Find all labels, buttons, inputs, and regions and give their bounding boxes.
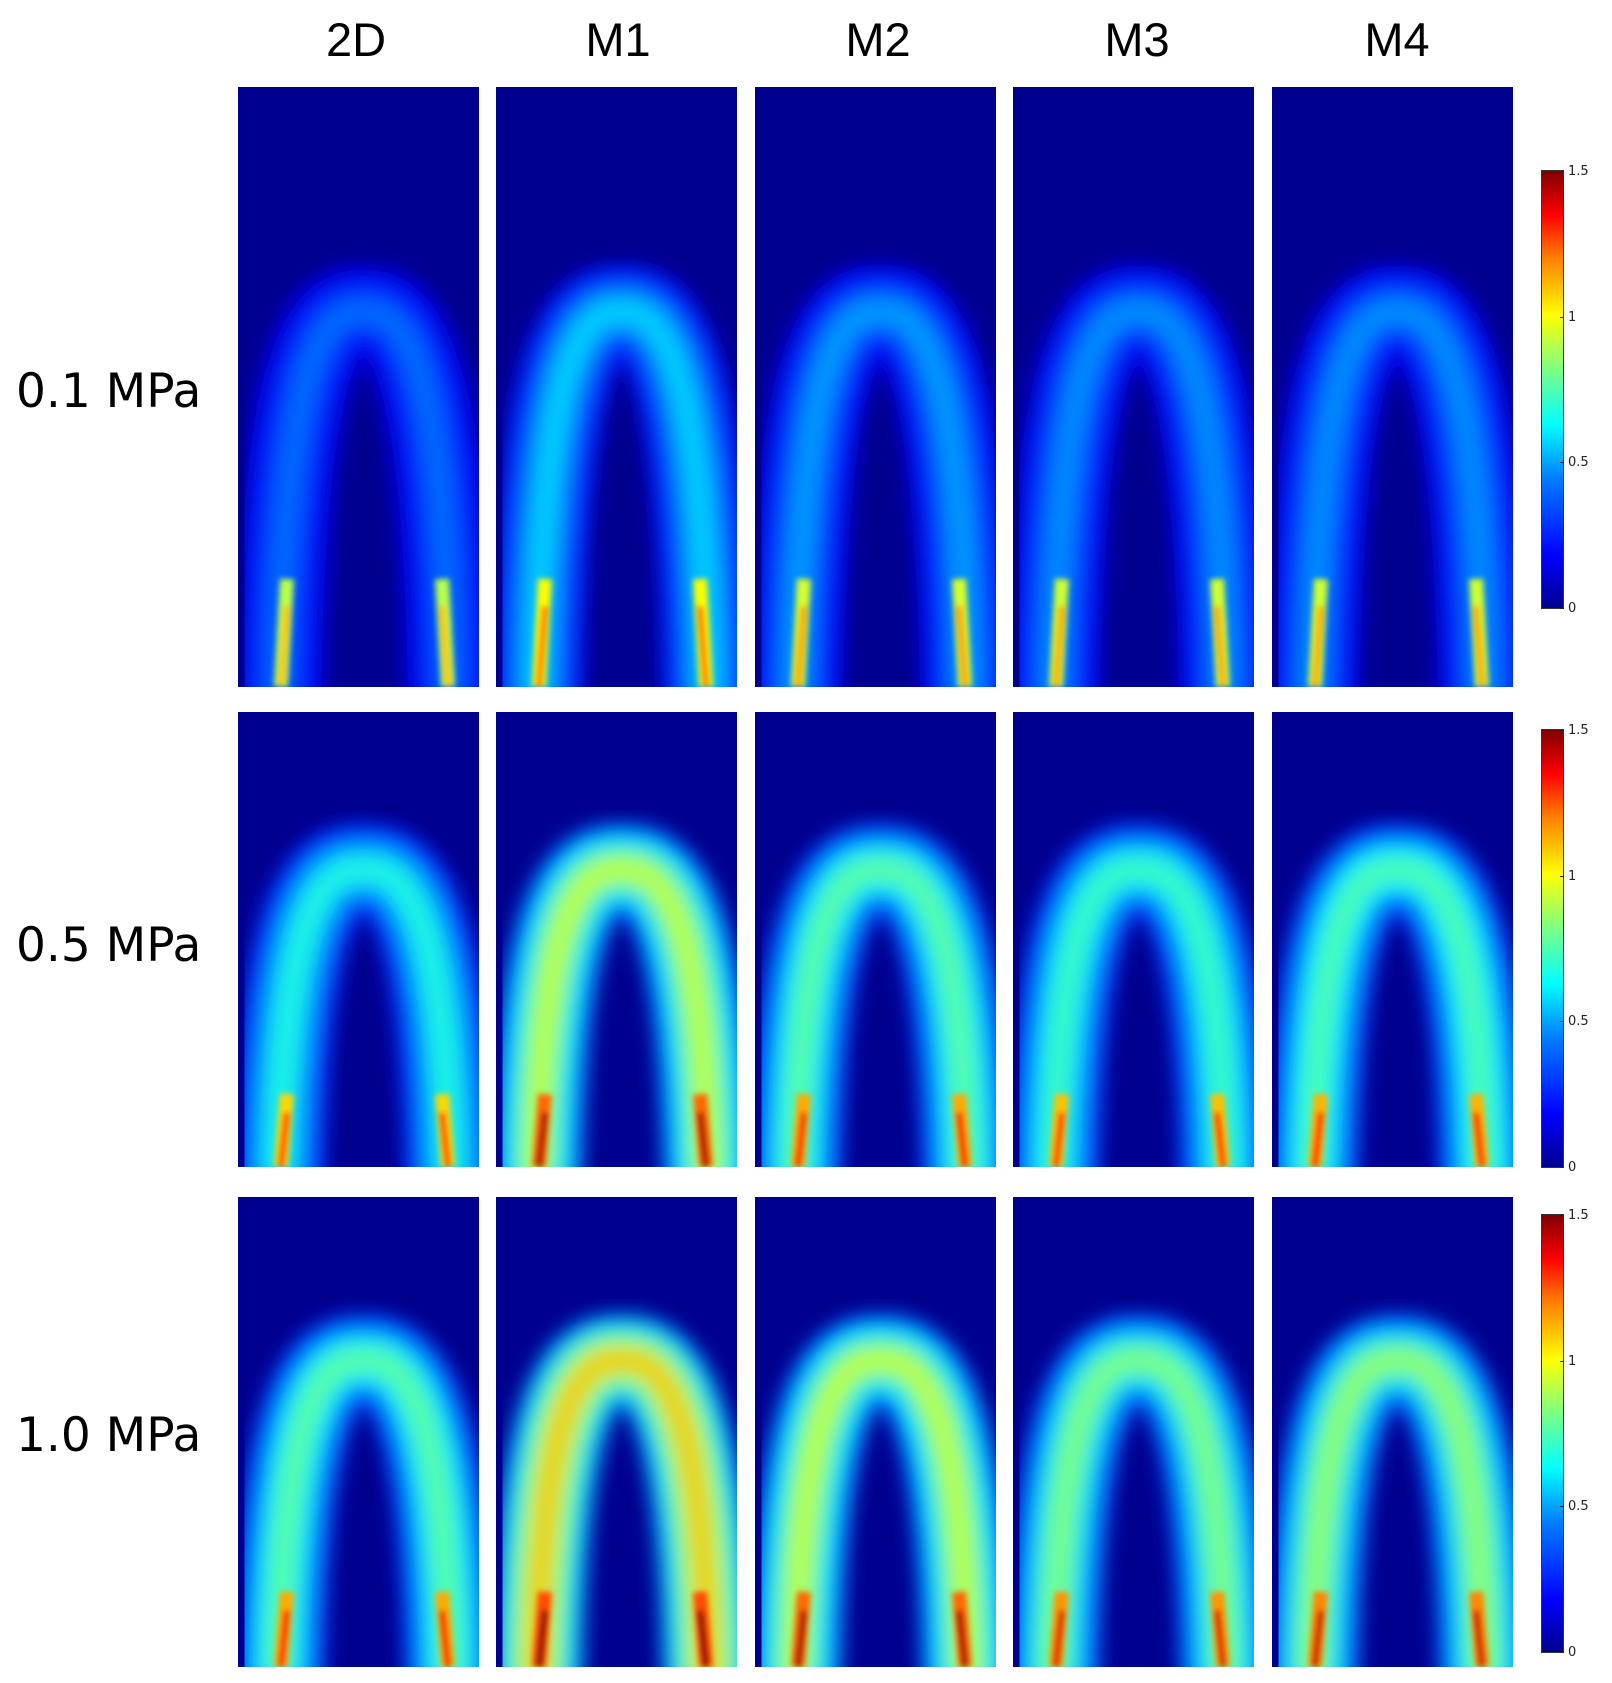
spray-panel-2d-row-2	[238, 712, 479, 1167]
column-header-2d: 2D	[325, 13, 387, 66]
colorbar-row-3	[1541, 1214, 1564, 1653]
spray-panel-m1-row-3	[496, 1197, 737, 1667]
spray-panel-2d-row-1	[238, 87, 479, 687]
colorbar-tick-mark	[1560, 875, 1564, 877]
colorbar-tick-label: 1.5	[1568, 1208, 1589, 1223]
colorbar-tick-label: 0	[1568, 601, 1577, 616]
colorbar-tick-mark	[1560, 1167, 1564, 1168]
colorbar-tick-label: 1	[1568, 868, 1577, 884]
column-header-m2: M2	[845, 13, 911, 66]
spray-panel-m2-row-3	[755, 1197, 996, 1667]
colorbar-tick-label: 1.5	[1568, 164, 1589, 179]
colorbar-tick-mark	[1560, 608, 1564, 609]
spray-panel-m4-row-1	[1272, 87, 1513, 687]
spray-panel-m1-row-2	[496, 712, 737, 1167]
spray-panel-m1-row-1	[496, 87, 737, 687]
column-header-m3: M3	[1104, 13, 1170, 66]
colorbar-tick-mark	[1560, 171, 1564, 172]
colorbar-tick-label: 1	[1568, 309, 1577, 325]
colorbar-tick-label: 0	[1568, 1160, 1577, 1175]
colorbar-row-2	[1541, 729, 1564, 1168]
colorbar-tick-mark	[1560, 1360, 1564, 1362]
colorbar-tick-mark	[1560, 316, 1564, 318]
spray-panel-m2-row-1	[755, 87, 996, 687]
row-label-1-0-mpa: 1.0 MPa	[16, 1408, 202, 1463]
spray-panel-m4-row-3	[1272, 1197, 1513, 1667]
colorbar-tick-label: 0.5	[1568, 455, 1589, 471]
colorbar-tick-label: 1	[1568, 1353, 1577, 1369]
colorbar-tick-label: 1.5	[1568, 723, 1589, 738]
colorbar-tick-label: 0.5	[1568, 1014, 1589, 1030]
row-label-0-5-mpa: 0.5 MPa	[16, 918, 202, 973]
spray-panel-2d-row-3	[238, 1197, 479, 1667]
row-label-0-1-mpa: 0.1 MPa	[16, 364, 202, 419]
column-header-m1: M1	[585, 13, 651, 66]
colorbar-tick-mark	[1560, 1506, 1564, 1508]
spray-panel-m4-row-2	[1272, 712, 1513, 1167]
colorbar-tick-label: 0	[1568, 1645, 1577, 1660]
spray-panel-m3-row-3	[1013, 1197, 1254, 1667]
colorbar-tick-label: 0.5	[1568, 1499, 1589, 1515]
colorbar-tick-mark	[1560, 1215, 1564, 1216]
spray-panel-m3-row-2	[1013, 712, 1254, 1167]
spray-panel-m2-row-2	[755, 712, 996, 1167]
spray-panel-m3-row-1	[1013, 87, 1254, 687]
colorbar-tick-mark	[1560, 462, 1564, 464]
column-header-m4: M4	[1364, 13, 1430, 66]
colorbar-tick-mark	[1560, 1652, 1564, 1653]
colorbar-tick-mark	[1560, 730, 1564, 731]
colorbar-row-1	[1541, 170, 1564, 609]
colorbar-tick-mark	[1560, 1021, 1564, 1023]
